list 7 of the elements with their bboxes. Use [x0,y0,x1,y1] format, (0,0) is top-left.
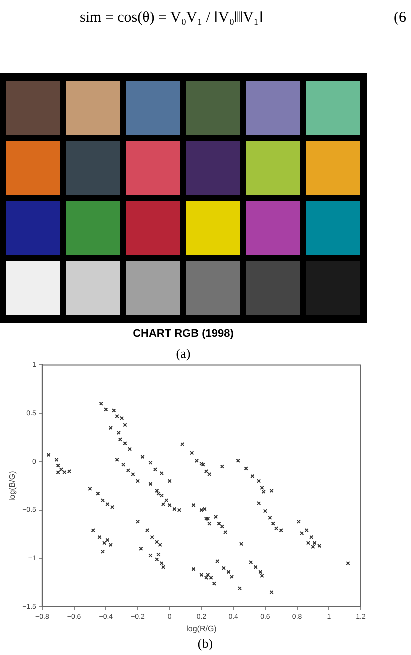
text: (6 [394,10,406,27]
text: CHART RGB (1998) [132,328,235,340]
text: (a) [175,346,192,362]
y-axis-title: log(B/G) [8,470,18,501]
text: (b) [196,636,214,652]
text: sim = cos(θ) = V₀V₁ / ‖V₀‖‖V₁‖ [80,10,264,27]
x-axis-title: log(R/G) [186,624,218,634]
